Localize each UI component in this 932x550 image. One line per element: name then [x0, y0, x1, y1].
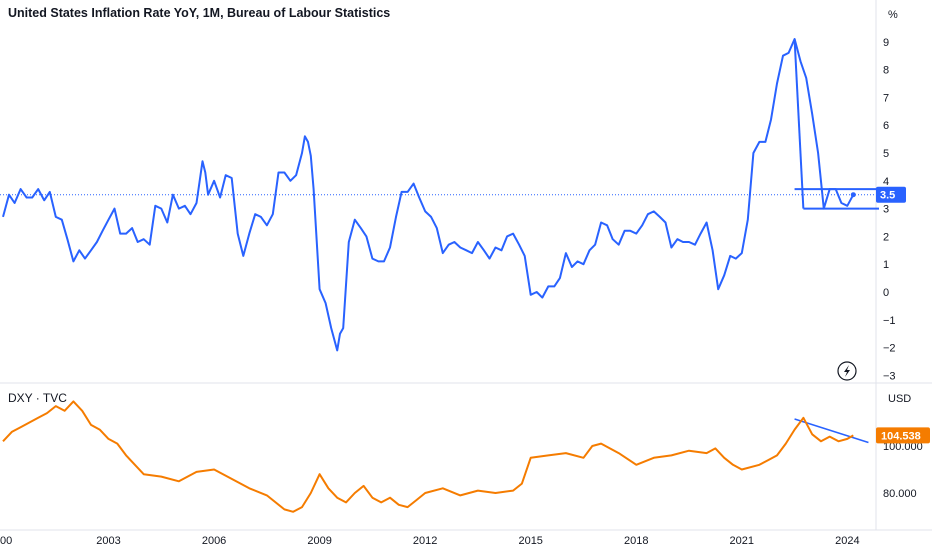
dxy-y-tick-label: 100.000: [883, 441, 923, 453]
inflation-y-tick-label: −3: [883, 370, 896, 382]
x-tick-label: 2006: [202, 535, 226, 547]
inflation-last-value-badge: 3.5: [876, 186, 906, 203]
lightning-icon[interactable]: [837, 361, 857, 381]
dxy-legend-label: DXY · TVC: [8, 391, 67, 405]
x-tick-label: 00: [0, 535, 12, 547]
inflation-y-tick-label: 8: [883, 65, 889, 77]
x-tick-label: 2021: [730, 535, 754, 547]
dxy-last-value-badge: 104.538: [876, 427, 930, 444]
inflation-y-tick-label: 1: [883, 259, 889, 271]
x-tick-label: 2018: [624, 535, 648, 547]
inflation-y-tick-label: −2: [883, 343, 896, 355]
inflation-y-tick-label: 9: [883, 37, 889, 49]
dxy-unit-label: USD: [888, 393, 911, 405]
inflation-last-value-text: 3.5: [880, 190, 895, 202]
inflation-trend-line: [793, 38, 805, 209]
dxy-y-tick-label: 80.000: [883, 488, 917, 500]
dxy-series-line: [2, 400, 854, 513]
inflation-y-tick-label: 0: [883, 287, 889, 299]
x-tick-label: 2012: [413, 535, 437, 547]
inflation-y-tick-label: −1: [883, 315, 896, 327]
inflation-y-tick-label: 4: [883, 176, 889, 188]
dxy-last-value-text: 104.538: [881, 430, 921, 442]
inflation-y-tick-label: 7: [883, 92, 889, 104]
inflation-last-point: [850, 192, 856, 198]
inflation-y-tick-label: 3: [883, 204, 889, 216]
x-tick-label: 2003: [96, 535, 120, 547]
x-tick-label: 2009: [307, 535, 331, 547]
x-tick-label: 2015: [518, 535, 542, 547]
inflation-series-line: [2, 38, 855, 352]
inflation-y-tick-label: 2: [883, 231, 889, 243]
inflation-y-tick-label: 6: [883, 120, 889, 132]
inflation-unit-label: %: [888, 9, 898, 21]
x-tick-label: 2024: [835, 535, 859, 547]
chart-title: United States Inflation Rate YoY, 1M, Bu…: [8, 6, 391, 20]
inflation-y-tick-label: 5: [883, 148, 889, 160]
